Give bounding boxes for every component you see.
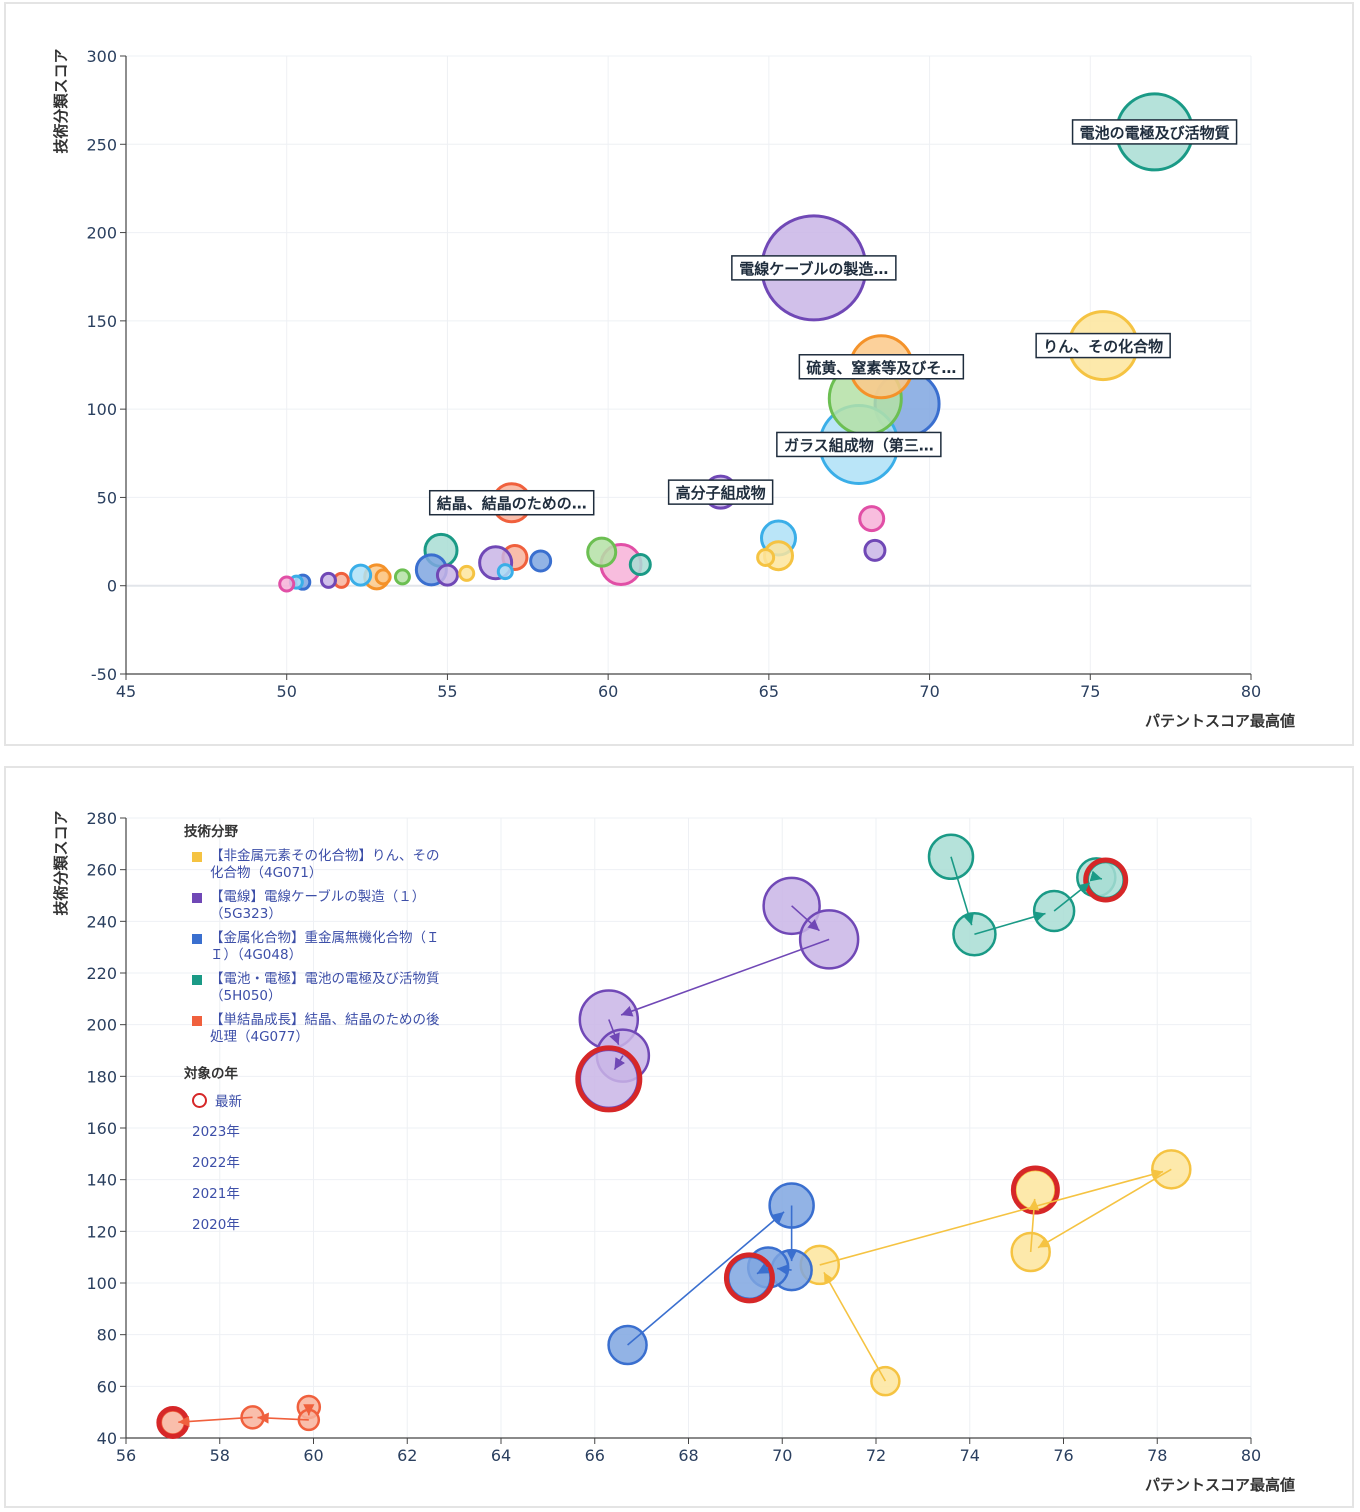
y-tick-label: 120 bbox=[86, 1222, 117, 1241]
x-tick-label: 58 bbox=[210, 1446, 230, 1465]
x-axis-title: パテントスコア最高値 bbox=[1145, 1476, 1295, 1494]
bubble-label: 硫黄、窒素等及びそ… bbox=[806, 359, 956, 377]
top-chart-panel: 45 50 55 60 65 70 75 80 300 250 200 150 100 50 0 -50 パテン… bbox=[4, 2, 1354, 746]
bubble bbox=[351, 565, 371, 585]
x-tick-label: 50 bbox=[277, 682, 297, 701]
x-tick-label: 56 bbox=[116, 1446, 136, 1465]
y-tick-label: 300 bbox=[86, 47, 117, 66]
y-tick-label: 80 bbox=[97, 1326, 117, 1345]
trajectory-bubble bbox=[871, 1367, 899, 1395]
bottom-chart-panel: 56 58 60 62 64 66 68 70 72 74 76 78 80 280 260 240 220 20… bbox=[4, 766, 1354, 1508]
x-tick-label: 66 bbox=[585, 1446, 605, 1465]
legend-item-5h050[interactable]: 【電池・電極】電池の電極及び活物質（5H050） bbox=[178, 971, 448, 1005]
legend-item-label: 【非金属元素その化合物】りん、その化合物（4G071） bbox=[210, 848, 448, 882]
y-axis-title: 技術分類スコア bbox=[52, 48, 70, 153]
x-tick-label: 64 bbox=[491, 1446, 511, 1465]
legend-item-latest[interactable]: 最新 bbox=[178, 1090, 448, 1110]
bubble-label: りん、その化合物 bbox=[1043, 338, 1163, 356]
bubble-label: ガラス組成物（第三… bbox=[784, 436, 934, 454]
legend-year-2023[interactable]: 2023年 bbox=[192, 1120, 448, 1140]
legend-item-4g077[interactable]: 【単結晶成長】結晶、結晶のための後処理（4G077） bbox=[178, 1012, 448, 1046]
x-tick-label: 60 bbox=[303, 1446, 323, 1465]
x-tick-label: 68 bbox=[678, 1446, 698, 1465]
legend-item-label: 【電池・電極】電池の電極及び活物質（5H050） bbox=[210, 971, 448, 1005]
trajectory-arrow bbox=[820, 1172, 1163, 1265]
bubble bbox=[860, 507, 884, 531]
bubble-label: 高分子組成物 bbox=[676, 484, 766, 502]
bubble bbox=[437, 565, 457, 585]
x-tick-label: 65 bbox=[759, 682, 779, 701]
y-tick-label: 40 bbox=[97, 1429, 117, 1448]
bubble-chart-top: 45 50 55 60 65 70 75 80 300 250 200 150 100 50 0 -50 パテン… bbox=[6, 4, 1352, 744]
legend-year-2020[interactable]: 2020年 bbox=[192, 1213, 448, 1233]
legend-item-label: 【電線】電線ケーブルの製造（１）（5G323） bbox=[210, 889, 448, 923]
bubble bbox=[498, 565, 512, 579]
legend-swatch-icon bbox=[192, 975, 202, 985]
x-tick-label: 78 bbox=[1147, 1446, 1167, 1465]
bubble bbox=[588, 538, 616, 566]
legend-item-label: 【金属化合物】重金属無機化合物（ＩＩ）（4G048） bbox=[210, 930, 448, 964]
y-tick-label: 260 bbox=[86, 861, 117, 880]
legend-item-label: 【単結晶成長】結晶、結晶のための後処理（4G077） bbox=[210, 1012, 448, 1046]
x-tick-label: 70 bbox=[772, 1446, 792, 1465]
x-tick-label: 74 bbox=[960, 1446, 980, 1465]
bubble bbox=[280, 577, 294, 591]
latest-ring-icon bbox=[192, 1093, 207, 1108]
x-tick-label: 60 bbox=[598, 682, 618, 701]
y-axis-title: 技術分類スコア bbox=[52, 810, 70, 915]
legend-item-5g323[interactable]: 【電線】電線ケーブルの製造（１）（5G323） bbox=[178, 889, 448, 923]
bubble-label: 電線ケーブルの製造… bbox=[739, 260, 888, 278]
legend-latest-label: 最新 bbox=[215, 1090, 242, 1110]
legend-swatch-icon bbox=[192, 852, 202, 862]
x-tick-label: 80 bbox=[1241, 1446, 1261, 1465]
y-tick-label: 180 bbox=[86, 1067, 117, 1086]
legend-swatch-icon bbox=[192, 934, 202, 944]
legend-title: 技術分野 bbox=[184, 820, 448, 840]
bubble bbox=[376, 570, 390, 584]
legend-year-title: 対象の年 bbox=[184, 1062, 448, 1082]
x-tick-label: 45 bbox=[116, 682, 136, 701]
bubble bbox=[460, 566, 474, 580]
y-tick-label: -50 bbox=[91, 665, 117, 684]
legend: 技術分野 【非金属元素その化合物】りん、その化合物（4G071） 【電線】電線ケ… bbox=[178, 820, 448, 1244]
legend-item-4g048[interactable]: 【金属化合物】重金属無機化合物（ＩＩ）（4G048） bbox=[178, 930, 448, 964]
bubble bbox=[758, 549, 774, 565]
y-tick-label: 160 bbox=[86, 1119, 117, 1138]
legend-year-2021[interactable]: 2021年 bbox=[192, 1182, 448, 1202]
x-tick-label: 76 bbox=[1053, 1446, 1073, 1465]
legend-year-2022[interactable]: 2022年 bbox=[192, 1151, 448, 1171]
bubble-label: 結晶、結晶のための… bbox=[437, 495, 587, 513]
bubble bbox=[322, 573, 336, 587]
x-tick-label: 75 bbox=[1080, 682, 1100, 701]
x-tick-label: 62 bbox=[397, 1446, 417, 1465]
bubble bbox=[531, 551, 551, 571]
y-tick-label: 50 bbox=[97, 488, 117, 507]
x-tick-label: 72 bbox=[866, 1446, 886, 1465]
y-tick-label: 250 bbox=[86, 135, 117, 154]
bubble-label: 電池の電極及び活物質 bbox=[1080, 124, 1230, 142]
y-tick-label: 240 bbox=[86, 912, 117, 931]
y-tick-label: 200 bbox=[86, 1016, 117, 1035]
x-tick-label: 55 bbox=[437, 682, 457, 701]
legend-item-4g071[interactable]: 【非金属元素その化合物】りん、その化合物（4G071） bbox=[178, 848, 448, 882]
bubble bbox=[630, 555, 650, 575]
legend-swatch-icon bbox=[192, 1016, 202, 1026]
y-tick-label: 140 bbox=[86, 1171, 117, 1190]
y-tick-label: 200 bbox=[86, 224, 117, 243]
y-tick-label: 0 bbox=[107, 577, 117, 596]
y-tick-label: 220 bbox=[86, 964, 117, 983]
y-tick-label: 100 bbox=[86, 400, 117, 419]
y-tick-label: 150 bbox=[86, 312, 117, 331]
x-tick-label: 70 bbox=[919, 682, 939, 701]
y-tick-label: 100 bbox=[86, 1274, 117, 1293]
trajectory-arrow bbox=[621, 939, 829, 1015]
y-tick-label: 60 bbox=[97, 1377, 117, 1396]
x-tick-label: 80 bbox=[1241, 682, 1261, 701]
x-axis-title: パテントスコア最高値 bbox=[1145, 712, 1295, 730]
legend-swatch-icon bbox=[192, 893, 202, 903]
bubble bbox=[865, 540, 885, 560]
y-tick-label: 280 bbox=[86, 809, 117, 828]
bubble bbox=[395, 570, 409, 584]
